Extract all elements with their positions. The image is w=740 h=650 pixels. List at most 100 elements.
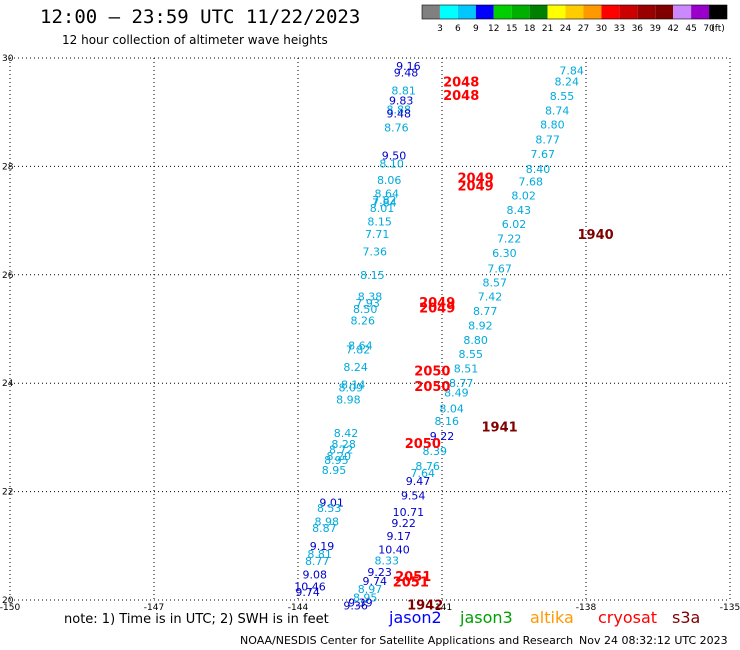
- wave-height-label: 8.09: [339, 382, 364, 395]
- colorbar-swatch: [691, 5, 710, 19]
- y-tick-label: 28: [2, 162, 14, 172]
- chart-subtitle: 12 hour collection of altimeter wave hei…: [62, 33, 328, 47]
- colorbar-label: 9: [473, 24, 479, 34]
- credit-line: NOAA/NESDIS Center for Satellite Applica…: [240, 634, 574, 647]
- wave-height-label: 8.64: [375, 188, 400, 201]
- wave-height-label: 10.40: [378, 544, 410, 557]
- colorbar-label: 36: [632, 24, 644, 34]
- wave-height-label: 9.83: [389, 94, 414, 107]
- colorbar-label: 30: [596, 24, 608, 34]
- y-tick-label: 26: [2, 271, 14, 281]
- wave-height-label: 8.57: [483, 276, 508, 289]
- wave-height-label: 7.36: [363, 245, 388, 258]
- wave-height-label: 8.77: [473, 305, 498, 318]
- wave-height-label: 8.38: [358, 290, 383, 303]
- wave-height-label: 9.08: [303, 569, 328, 582]
- wave-height-label: 8.81: [391, 85, 416, 98]
- colorbar-label: 70: [703, 24, 715, 34]
- colorbar-label: (ft): [711, 24, 725, 34]
- x-tick-label: -144: [288, 603, 309, 613]
- colorbar-label: 45: [685, 24, 696, 34]
- wave-height-label: 7.84: [372, 197, 397, 210]
- wave-height-label: 8.40: [526, 163, 551, 176]
- units-note: note: 1) Time is in UTC; 2) SWH is in fe…: [64, 612, 329, 627]
- wave-height-label: 7.82: [372, 194, 397, 207]
- colorbar-swatch: [439, 5, 458, 19]
- colorbar-swatch: [583, 5, 602, 19]
- pass-time-label: 2049: [458, 179, 494, 194]
- wave-height-label: 7.67: [531, 148, 556, 161]
- wave-height-label: 8.77: [305, 555, 330, 568]
- pass-time-label: 2048: [443, 89, 479, 104]
- x-tick-label: -138: [576, 603, 597, 613]
- wave-height-label: 8.10: [379, 158, 404, 171]
- wave-height-label: 9.39: [348, 597, 373, 610]
- wave-height-label: 9.23: [367, 566, 392, 579]
- y-tick-label: 24: [2, 379, 14, 389]
- wave-height-label: 9.22: [430, 430, 455, 443]
- wave-height-label: 8.88: [387, 103, 412, 116]
- colorbar-swatch: [637, 5, 656, 19]
- wave-height-label: 8.33: [375, 554, 400, 567]
- pass-time-label: 2050: [414, 380, 450, 395]
- colorbar-label: 39: [650, 24, 662, 34]
- wave-height-label: 9.01: [319, 496, 344, 509]
- wave-height-label: 8.77: [535, 133, 560, 146]
- wave-height-label: 9.16: [396, 60, 421, 73]
- wave-height-label: 8.64: [348, 339, 373, 352]
- wave-height-label: 8.16: [435, 415, 460, 428]
- wave-height-label: 8.76: [384, 121, 409, 134]
- wave-height-label: 8.01: [370, 202, 395, 215]
- colorbar-swatch: [655, 5, 674, 19]
- wave-height-label: 7.93: [355, 297, 380, 310]
- colorbar-label: 27: [578, 24, 589, 34]
- wave-height-label: 8.15: [360, 269, 385, 282]
- colorbar-swatch: [601, 5, 620, 19]
- wave-height-label: 8.49: [444, 386, 469, 399]
- wave-height-label: 8.98: [336, 393, 361, 406]
- legend-altika: altika: [530, 608, 574, 627]
- legend-jason3: jason3: [460, 608, 513, 627]
- pass-time-label: 2048: [443, 75, 479, 90]
- pass-time-label: 1940: [578, 228, 614, 243]
- colorbar-swatch: [493, 5, 512, 19]
- y-tick-label: 20: [2, 596, 14, 606]
- wave-height-label: 8.39: [423, 445, 448, 458]
- wave-height-label: 8.55: [550, 90, 575, 103]
- wave-height-label: 8.43: [507, 204, 532, 217]
- wave-height-label: 8.97: [358, 583, 383, 596]
- wave-height-label: 8.80: [540, 119, 565, 132]
- colorbar-swatch: [529, 5, 548, 19]
- colorbar-label: 15: [506, 24, 517, 34]
- wave-height-label: 8.98: [315, 515, 340, 528]
- legend-s3a: s3a: [672, 608, 701, 627]
- wave-height-label: 7.84: [559, 64, 584, 77]
- generated-timestamp: Nov 24 08:32:12 UTC 2023: [579, 634, 728, 647]
- wave-height-label: 9.48: [387, 107, 412, 120]
- wave-height-label: 9.50: [382, 150, 407, 163]
- y-tick-label: 30: [2, 54, 14, 64]
- x-tick-label: -141: [432, 603, 452, 613]
- pass-time-label: 1941: [482, 421, 518, 436]
- x-tick-label: -150: [0, 603, 20, 613]
- wave-height-label: 8.51: [454, 363, 479, 376]
- wave-height-label: 8.02: [511, 190, 536, 203]
- colorbar-label: 24: [560, 24, 572, 34]
- wave-height-label: 8.95: [322, 464, 347, 477]
- wave-height-label: 7.71: [365, 228, 390, 241]
- wave-height-label: 8.92: [468, 320, 493, 333]
- colorbar-label: 42: [667, 24, 678, 34]
- colorbar-swatch: [565, 5, 584, 19]
- wave-height-label: 10.71: [393, 506, 425, 519]
- wave-height-label: 9.17: [387, 530, 412, 543]
- wave-height-label: 8.20: [327, 450, 352, 463]
- wave-height-label: 8.81: [307, 548, 332, 561]
- colorbar-swatch: [547, 5, 566, 19]
- axis-ticks: -150 -147 -144 -141 -138 -135 20 22 24 26 28 30: [0, 54, 740, 613]
- wave-height-label: 8.72: [329, 443, 354, 456]
- wave-height-label: 9.19: [310, 540, 335, 553]
- wave-height-label: 8.80: [463, 334, 488, 347]
- wave-height-label: 7.68: [519, 176, 544, 189]
- colorbar-frame: [421, 4, 728, 20]
